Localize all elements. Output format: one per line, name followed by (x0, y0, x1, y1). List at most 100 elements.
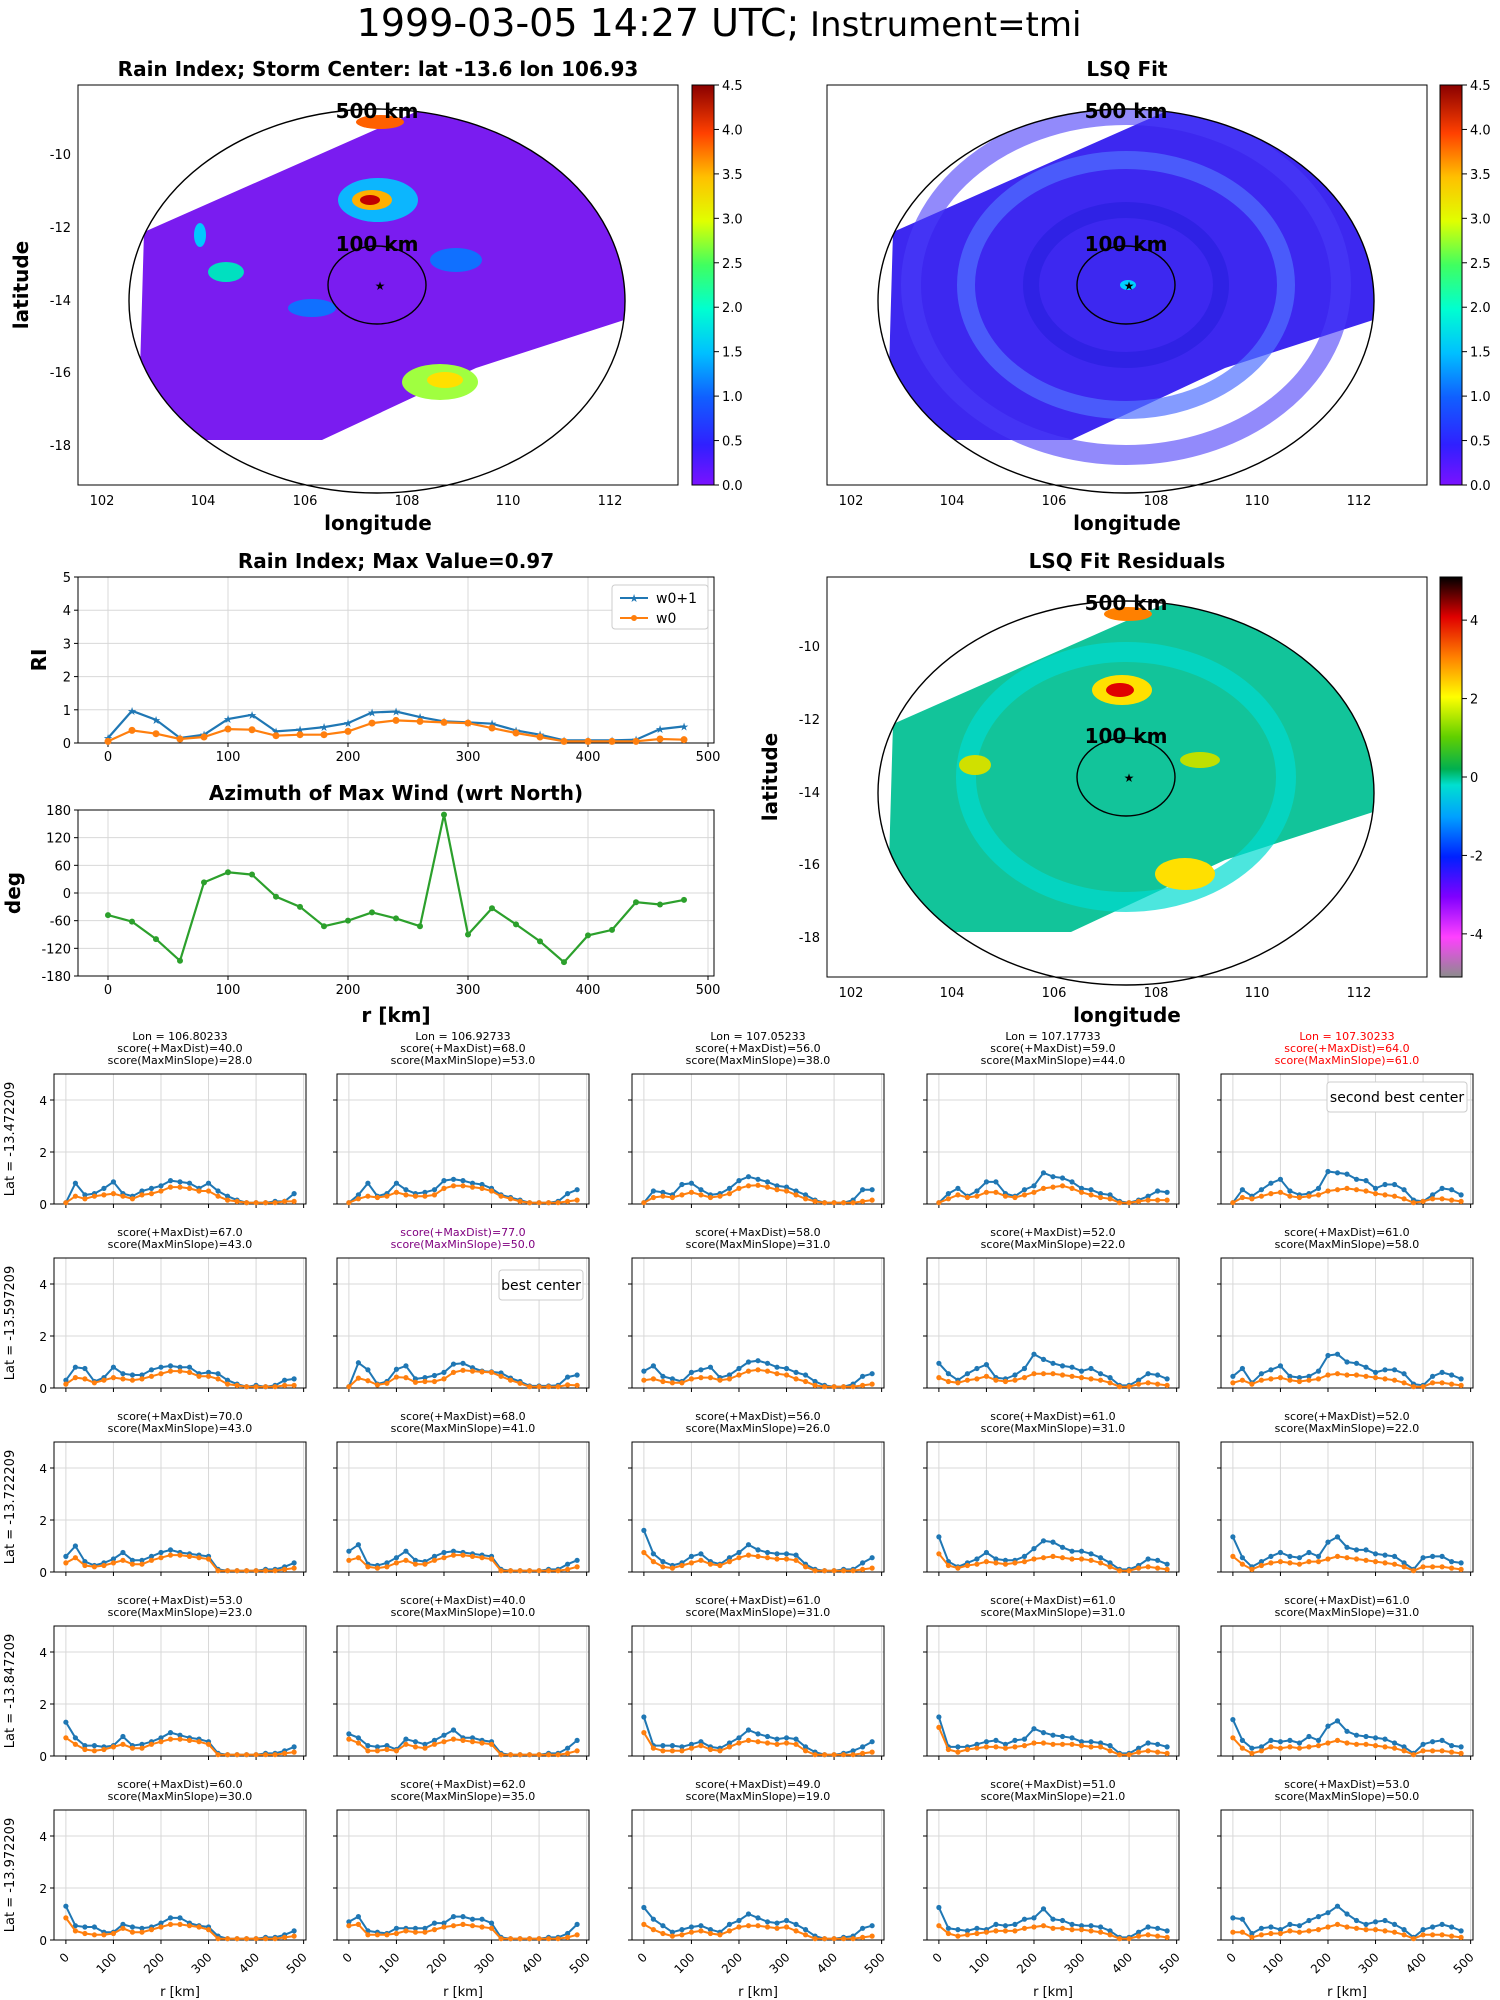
data-point (526, 1384, 533, 1390)
grid-cell-r3-c4: score(+MaxDist)=61.0score(MaxMinSlope)=3… (1217, 1594, 1474, 1760)
data-point (1088, 1744, 1094, 1750)
data-point (679, 1744, 685, 1750)
data-point (1145, 1932, 1151, 1938)
data-point (384, 1193, 390, 1199)
data-point (248, 726, 256, 734)
data-point (479, 1181, 485, 1188)
data-point (346, 1200, 352, 1206)
lat-tick: -12 (50, 221, 71, 236)
data-point (936, 1551, 942, 1557)
data-point (545, 1936, 552, 1942)
data-point (1429, 1739, 1436, 1745)
data-point (1088, 1187, 1094, 1193)
data-point (764, 1740, 771, 1746)
data-point (110, 1930, 117, 1937)
data-point (1164, 1382, 1170, 1388)
data-point (412, 1557, 419, 1563)
data-point (355, 1740, 361, 1746)
data-point (793, 1928, 799, 1934)
data-point (1107, 1564, 1113, 1570)
data-point (983, 1929, 990, 1935)
data-point (993, 1737, 999, 1743)
data-point-star: ★ (151, 714, 161, 727)
data-point (1258, 1744, 1265, 1750)
data-point (1021, 1365, 1028, 1372)
data-point (469, 1735, 476, 1741)
data-point (755, 1915, 761, 1921)
y-tick-label: 0 (39, 1198, 47, 1212)
data-point (1145, 1193, 1151, 1199)
data-point (1439, 1932, 1445, 1938)
grid-cell-r0-c1: Lon = 106.92733score(+MaxDist)=68.0score… (333, 1030, 590, 1208)
data-point (517, 1936, 523, 1942)
data-point (1012, 1560, 1018, 1566)
data-point (650, 1559, 656, 1565)
score-maxminslope: score(MaxMinSlope)=22.0 (1275, 1422, 1420, 1435)
data-point (82, 1562, 88, 1569)
data-point (1069, 1373, 1075, 1379)
data-point (1401, 1560, 1407, 1566)
data-point (1031, 1189, 1037, 1195)
lon-tick: 112 (1347, 986, 1372, 1001)
data-point (964, 1194, 971, 1201)
data-point (1344, 1555, 1350, 1561)
data-point (1382, 1192, 1388, 1198)
data-point (1315, 1185, 1322, 1191)
data-point (176, 735, 184, 743)
data-point (167, 1730, 174, 1736)
data-point (1050, 1184, 1056, 1190)
data-point (1372, 1551, 1379, 1557)
data-point (152, 730, 160, 738)
data-point (1401, 1196, 1407, 1202)
data-point (1088, 1923, 1094, 1929)
series-line-w0p1 (1232, 1904, 1462, 1939)
data-point (869, 1923, 875, 1929)
data-point (489, 905, 495, 912)
data-point (1069, 1185, 1075, 1191)
data-point (1429, 1564, 1436, 1570)
data-point (1325, 1924, 1331, 1930)
series-line-az (107, 814, 685, 964)
lat-tick: -16 (50, 366, 71, 381)
data-point (993, 1377, 999, 1383)
data-point (669, 1929, 676, 1935)
data-point (91, 1748, 98, 1754)
grid-cell-r1-c3: score(+MaxDist)=52.0score(MaxMinSlope)=2… (923, 1226, 1180, 1392)
data-point (574, 1187, 580, 1193)
data-point (1315, 1376, 1322, 1382)
grid-cell-r3-c3: score(+MaxDist)=61.0score(MaxMinSlope)=3… (923, 1594, 1180, 1760)
data-point (384, 1746, 390, 1753)
resid-map-xlabel: longitude (1073, 1003, 1181, 1027)
data-point (1458, 1198, 1464, 1204)
data-point (802, 1192, 809, 1198)
data-point (1031, 1740, 1037, 1746)
data-point (698, 1367, 704, 1373)
data-point (1268, 1376, 1274, 1382)
data-point (1116, 1384, 1123, 1390)
data-point (656, 735, 664, 743)
colorbar-tick-label: 4 (1470, 614, 1478, 629)
y-tick-label: 5 (63, 571, 71, 586)
data-point (565, 1561, 571, 1567)
data-point (1097, 1929, 1104, 1935)
data-point (945, 1930, 951, 1937)
ring-100km (1076, 245, 1176, 325)
data-point (1012, 1744, 1018, 1750)
plot-frame (53, 1073, 307, 1205)
data-point (479, 1924, 485, 1930)
data-point (802, 1564, 809, 1570)
data-point (1031, 1546, 1037, 1552)
data-point (869, 1187, 875, 1193)
data-point (272, 1752, 278, 1758)
data-point (148, 1367, 155, 1373)
data-point (1287, 1373, 1293, 1379)
data-point (1382, 1928, 1388, 1934)
data-point (1353, 1556, 1360, 1562)
data-point (650, 1551, 656, 1557)
data-point (346, 1923, 352, 1929)
ring-500km (877, 600, 1375, 986)
data-point (736, 1917, 742, 1924)
data-point (243, 1384, 250, 1390)
y-tick-label: -120 (41, 942, 71, 957)
